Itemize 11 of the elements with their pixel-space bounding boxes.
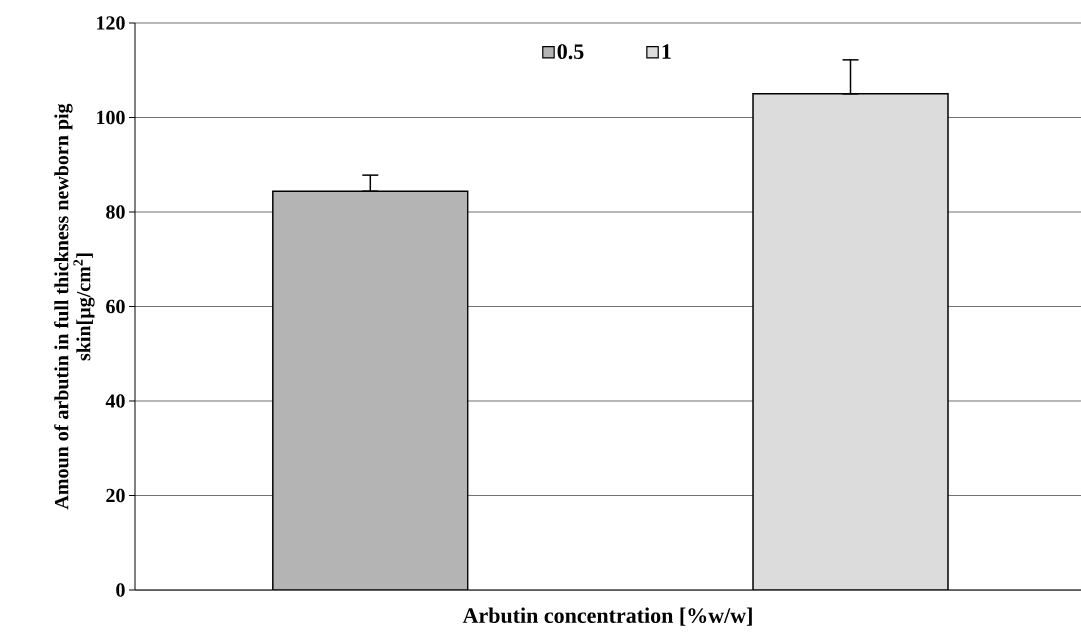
y-tick-label: 80 [106,205,125,219]
y-tick-label: 0 [116,583,125,597]
y-axis-title: Amoun of arbutin in full thickness newborn pig skin[µg/cm$^{2}$] [54,103,95,510]
y-tick-label: 20 [106,488,125,503]
y-tick-label: 60 [106,299,125,314]
legend-label: 1 [662,44,671,59]
y-tick-label: 40 [105,394,125,408]
y-tick-label: 100 [97,110,125,125]
legend-label: 0.5 [557,44,584,60]
y-tick-label: 120 [97,16,125,30]
x-axis-title: Arbutin concentration [%w/w] [462,607,752,626]
